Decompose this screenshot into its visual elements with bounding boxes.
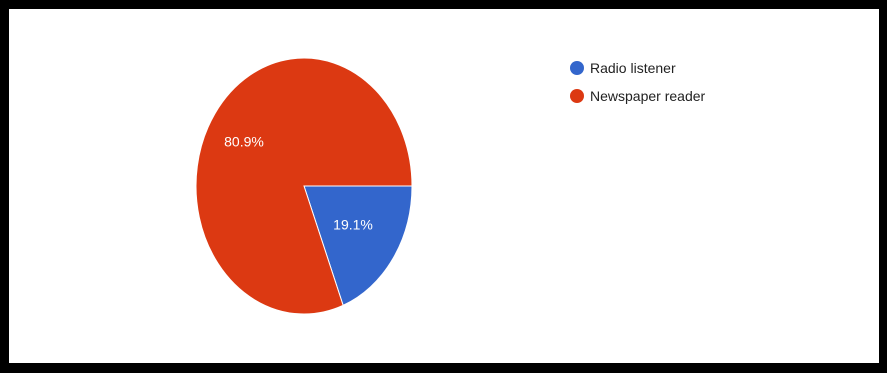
pie-slices — [195, 57, 413, 315]
legend-label-newspaper-reader: Newspaper reader — [590, 88, 706, 104]
legend-item-radio-listener[interactable]: Radio listener — [570, 60, 676, 76]
legend-swatch-newspaper-reader — [570, 89, 584, 103]
legend-swatch-radio-listener — [570, 61, 584, 75]
pie-label-radio-listener: 19.1% — [333, 216, 373, 232]
pie-slice-labels: 19.1% 80.9% — [224, 134, 373, 233]
pie-slice-newspaper-reader[interactable] — [195, 57, 413, 315]
pie-slice-radio-listener[interactable] — [303, 185, 413, 306]
pie-label-newspaper-reader: 80.9% — [224, 134, 264, 150]
legend-item-newspaper-reader[interactable]: Newspaper reader — [570, 88, 706, 104]
legend-label-radio-listener: Radio listener — [590, 60, 676, 76]
legend: Radio listener Newspaper reader — [570, 60, 706, 104]
